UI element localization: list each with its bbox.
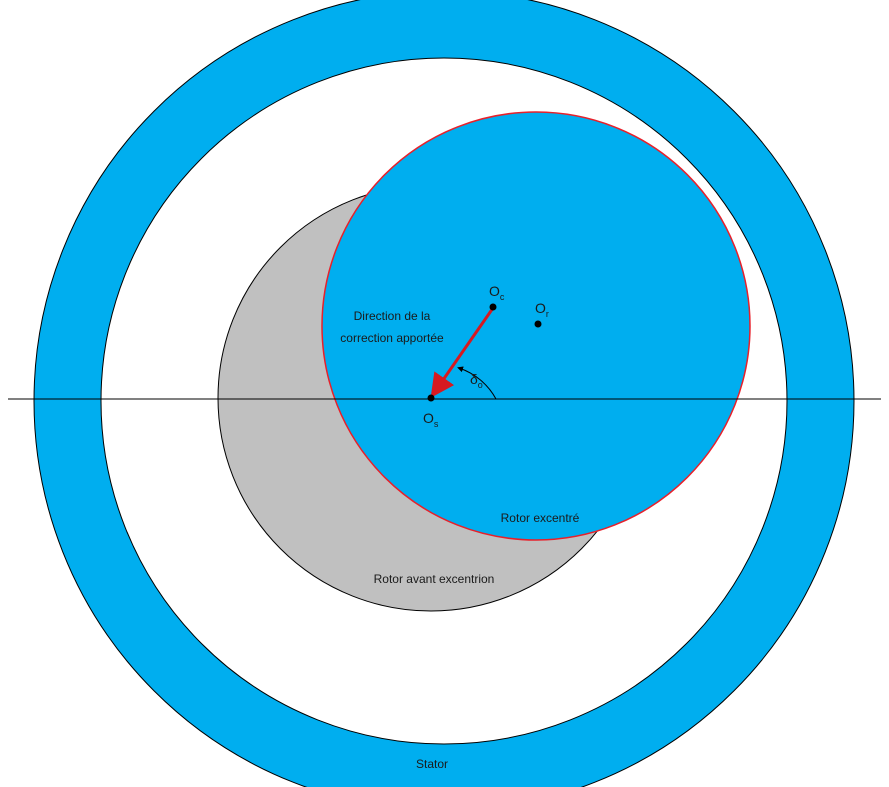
point-os — [427, 394, 435, 402]
point-oc — [489, 303, 497, 311]
rotor-eccentric-label: Rotor excentré — [501, 511, 580, 525]
correction-direction-arrow — [430, 307, 495, 398]
label-oc: Oc — [489, 283, 505, 302]
direction-label-line1: Direction de la — [354, 309, 431, 323]
label-os: Os — [423, 410, 439, 429]
label-or: Or — [535, 300, 549, 319]
rotor-before-label: Rotor avant excentrion — [374, 572, 495, 586]
stator-label: Stator — [416, 757, 448, 771]
point-or — [534, 320, 542, 328]
angle-arc — [457, 366, 497, 400]
angle-label: δo — [470, 371, 483, 390]
direction-label-line2: correction apportée — [340, 331, 444, 345]
